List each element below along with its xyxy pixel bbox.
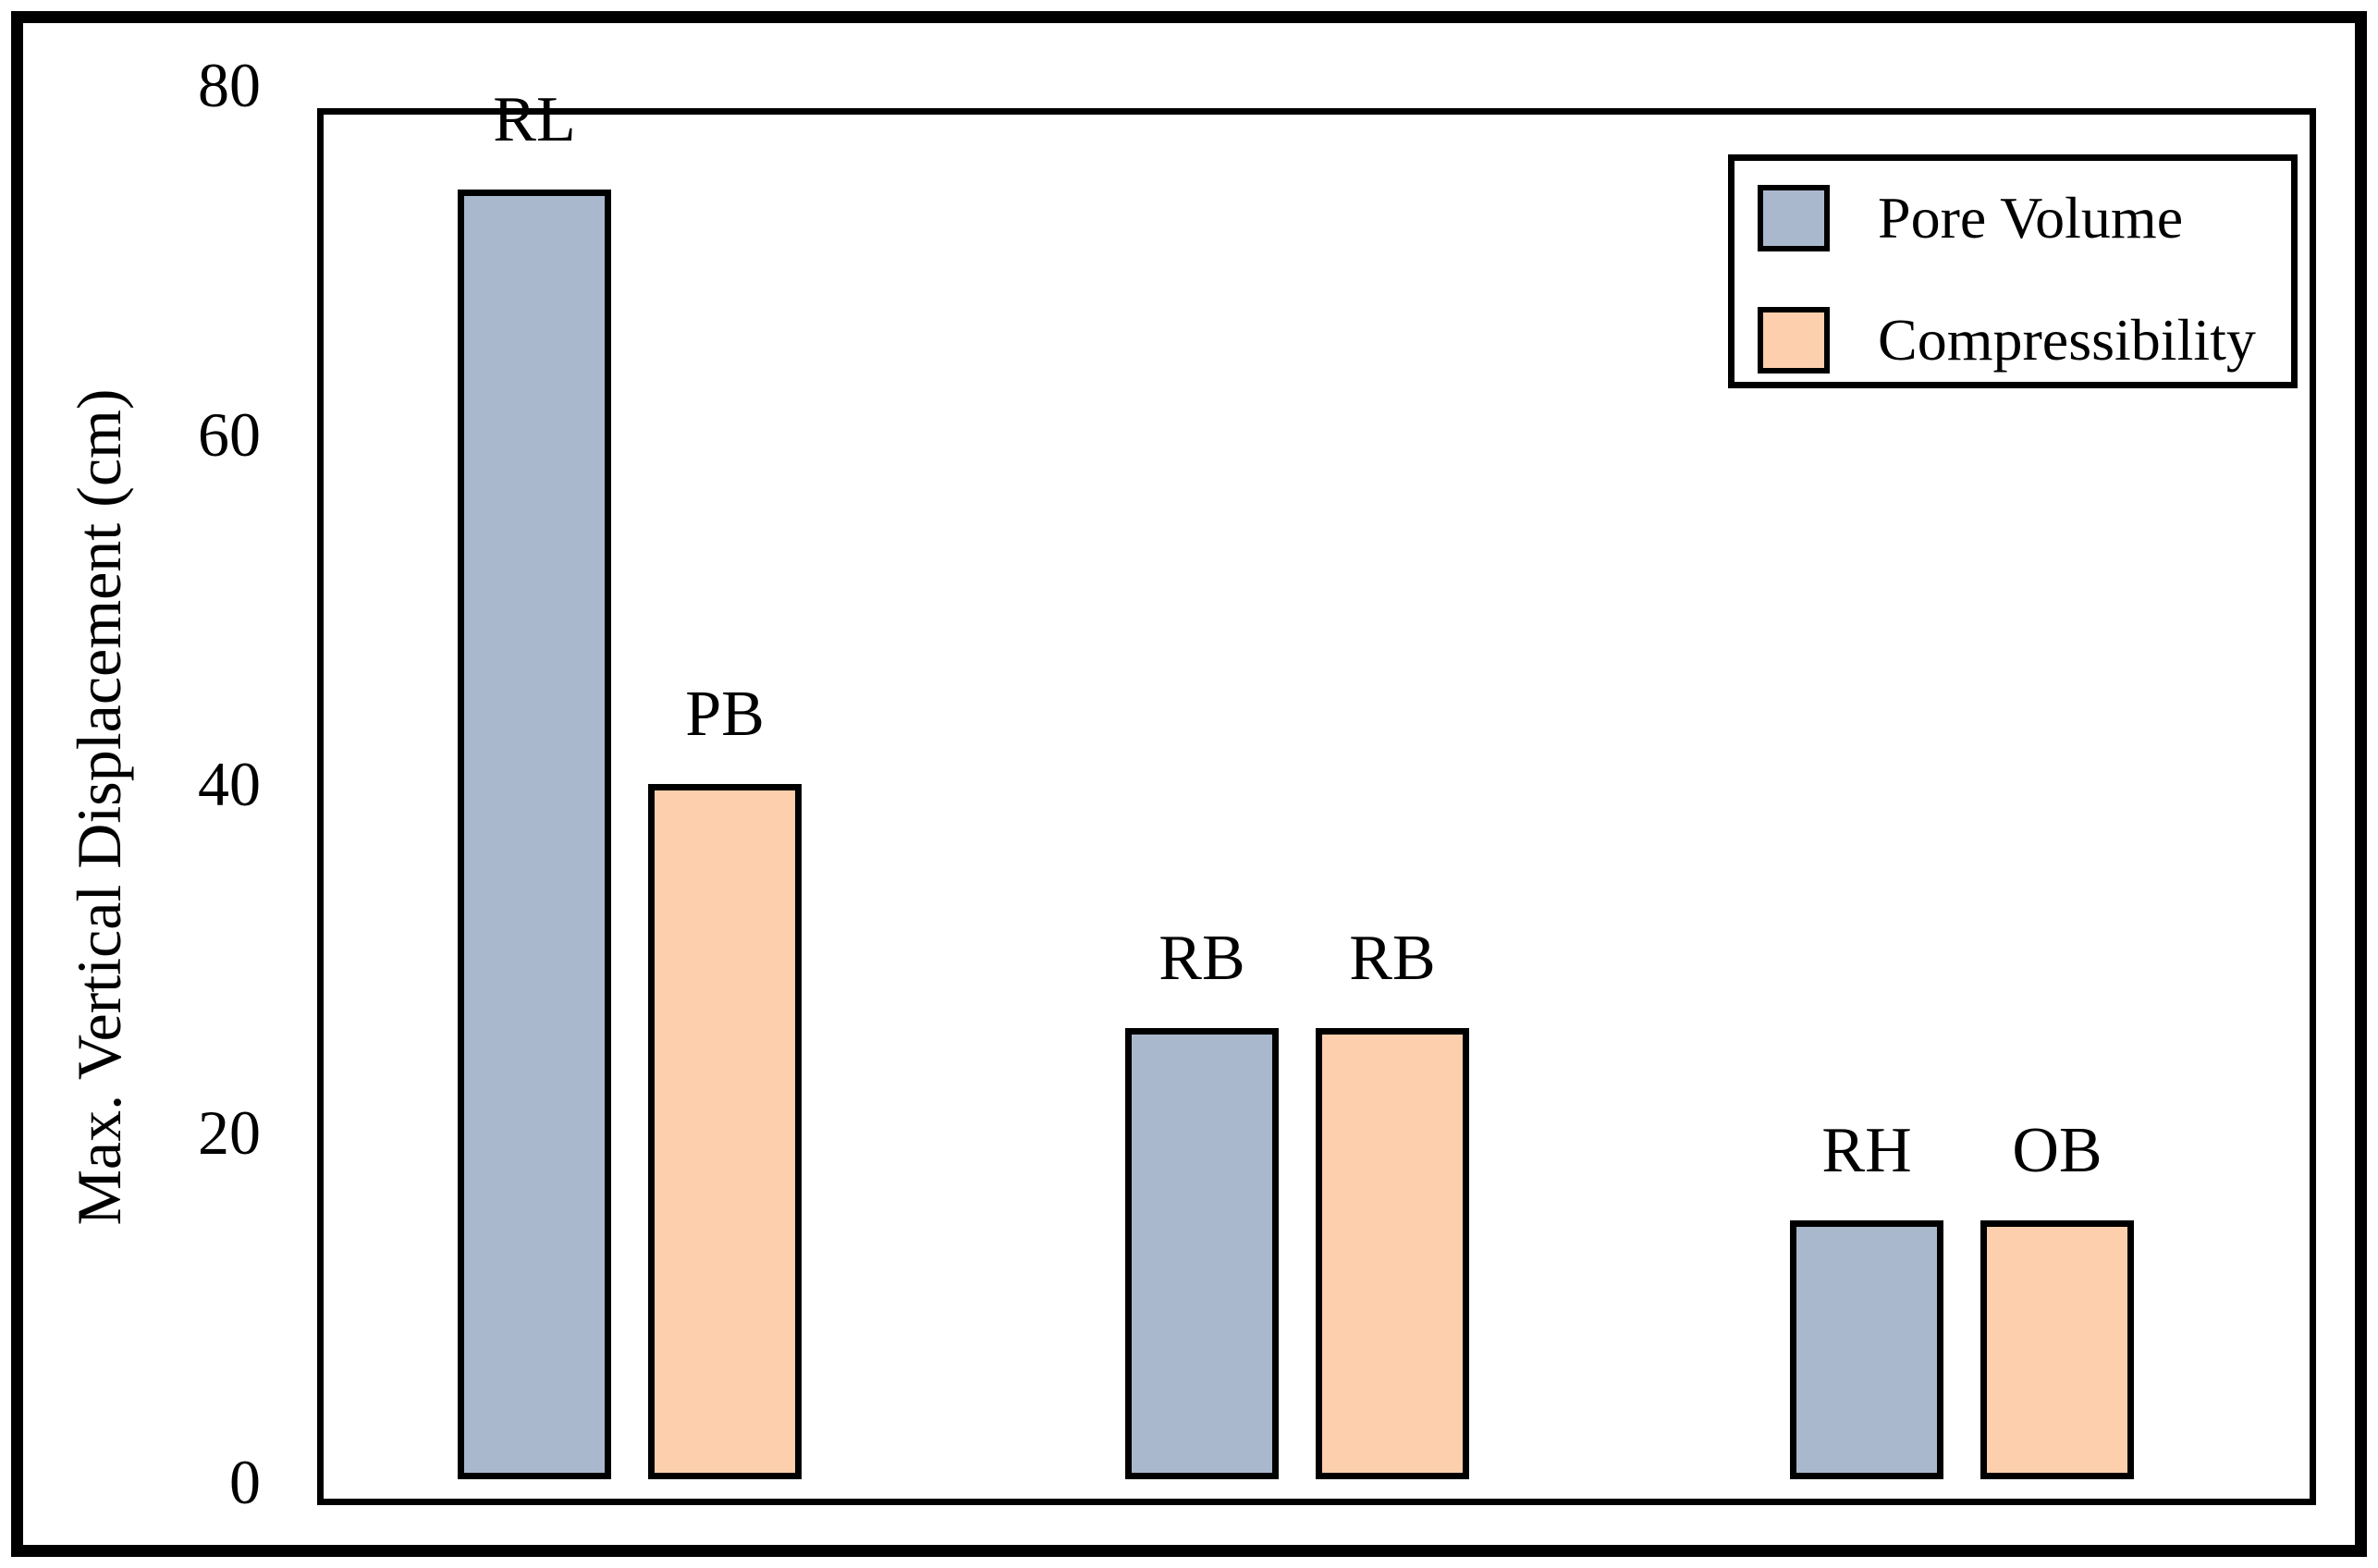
y-tick-label-60: 60 — [198, 398, 261, 470]
legend-label-compressibility: Compressibility — [1878, 307, 2256, 373]
legend: Pore Volume Compressibility — [1728, 154, 2298, 388]
y-tick-label-0: 0 — [229, 1447, 261, 1517]
y-tick-label-80: 80 — [198, 50, 261, 120]
bar-label-PB: PB — [685, 678, 765, 750]
y-tick-label-20: 20 — [198, 1097, 261, 1169]
legend-swatch-pore-volume — [1758, 185, 1830, 251]
bar-OB-compressibility — [1980, 1219, 2134, 1479]
y-tick-label-40: 40 — [198, 748, 261, 819]
bar-label-OB: OB — [2012, 1114, 2102, 1186]
bar-RB-compressibility — [1316, 1027, 1469, 1479]
bar-label-RH: RH — [1821, 1114, 1912, 1186]
legend-swatch-compressibility — [1758, 307, 1830, 374]
bar-label-RL: RL — [493, 84, 576, 156]
bar-label-RB: RB — [1349, 922, 1436, 994]
legend-label-pore-volume: Pore Volume — [1878, 185, 2184, 251]
bar-RB-pore-volume — [1125, 1027, 1279, 1479]
bar-RL-pore-volume — [458, 190, 611, 1479]
bar-RH-pore-volume — [1790, 1219, 1943, 1479]
bar-label-RB: RB — [1158, 922, 1245, 994]
bar-PB-compressibility — [648, 783, 802, 1479]
figure-outer-border: Max. Vertical Displacement (cm) 80 60 40 20… — [11, 11, 2367, 1557]
